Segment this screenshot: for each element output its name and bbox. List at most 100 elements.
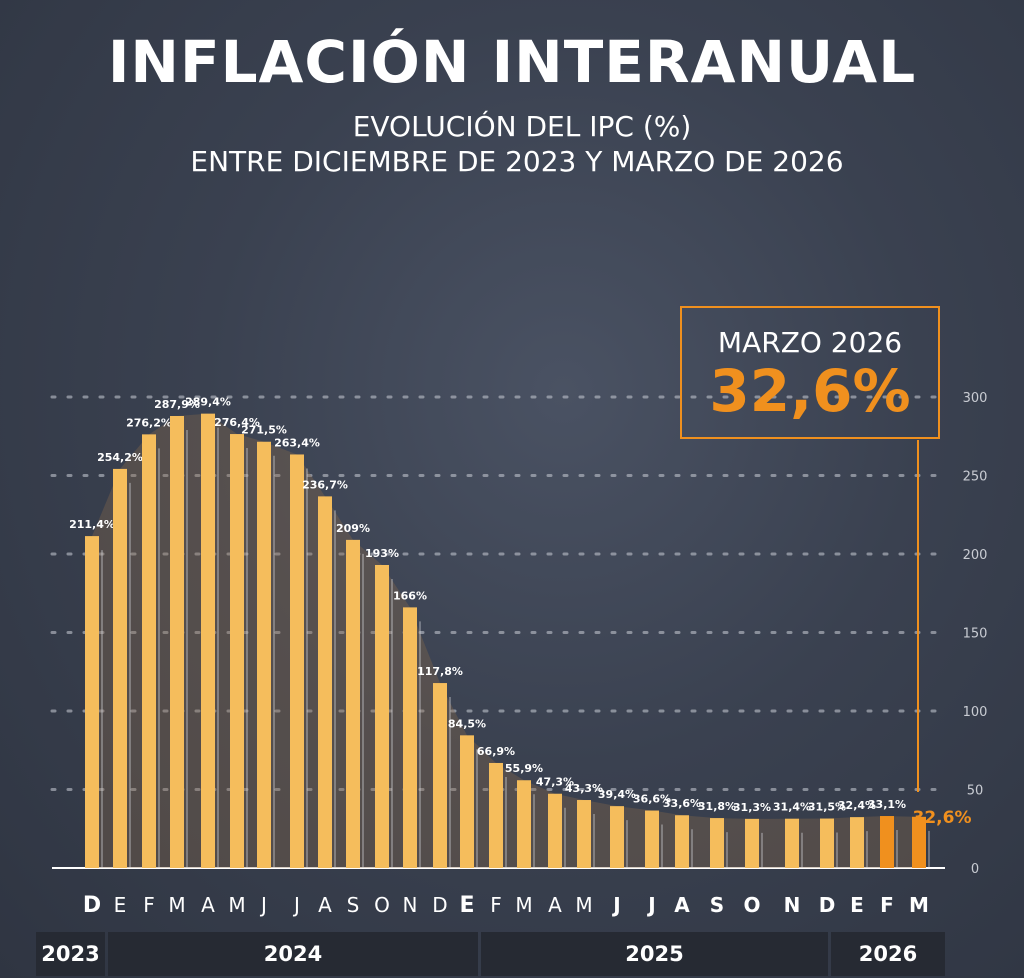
bar-value-label: 55,9% [505, 762, 543, 775]
x-tick-label: A [674, 893, 690, 917]
bar-value-label: 271,5% [241, 424, 287, 437]
x-tick-label: M [575, 893, 592, 917]
bar-value-label: 39,4% [598, 788, 636, 801]
x-tick-label: S [347, 893, 360, 917]
x-tick-label: S [710, 893, 724, 917]
bar [548, 793, 562, 868]
bar-value-label: 209% [336, 522, 370, 535]
bar [745, 818, 759, 868]
bar-value-label: 117,8% [417, 665, 463, 678]
bar-value-label: 32,6% [913, 808, 972, 828]
bar-value-label: 43,3% [565, 782, 603, 795]
x-tick-label: M [168, 893, 185, 917]
year-label: 2026 [831, 932, 945, 976]
y-tick-label: 50 [967, 784, 984, 799]
bar [113, 468, 127, 868]
bar [850, 817, 864, 868]
bar-value-label: 84,5% [448, 717, 486, 730]
bar-value-label: 263,4% [274, 436, 320, 449]
bar-value-label: 66,9% [477, 745, 515, 758]
bar-value-label: 193% [365, 547, 399, 560]
bar-value-label: 166% [393, 589, 427, 602]
x-tick-label: J [259, 893, 267, 917]
bar-value-label: 36,6% [633, 793, 671, 806]
x-tick-label: M [909, 893, 929, 917]
bar [460, 735, 474, 868]
bar-value-label: 31,8% [698, 800, 736, 813]
bar-value-label: 32,4% [838, 799, 876, 812]
x-tick-label: D [819, 893, 836, 917]
bar-value-label: 211,4% [69, 518, 115, 531]
bar [85, 536, 99, 868]
bar-value-label: 31,5% [808, 801, 846, 814]
x-tick-label: F [880, 893, 894, 917]
chart-subtitle-2: ENTRE DICIEMBRE DE 2023 Y MARZO DE 2026 [190, 145, 844, 178]
bar [201, 413, 215, 868]
bar [610, 806, 624, 868]
y-tick-label: 250 [963, 470, 988, 485]
bar-value-label: 287,9% [154, 398, 200, 411]
x-tick-label: A [318, 893, 332, 917]
x-tick-label: D [83, 893, 101, 918]
x-tick-label: O [374, 893, 390, 917]
bar [785, 818, 799, 868]
x-tick-label: F [143, 893, 155, 917]
bar [230, 434, 244, 868]
y-tick-label: 100 [963, 705, 988, 720]
callout-value: 32,6% [709, 357, 911, 425]
callout-box: MARZO 2026 32,6% [680, 306, 940, 439]
chart-title: INFLACIÓN INTERANUAL [107, 28, 917, 96]
x-tick-label: N [403, 893, 418, 917]
x-tick-label: J [292, 893, 300, 917]
bar-value-label: 33,6% [663, 797, 701, 810]
bar [645, 810, 659, 868]
bar-value-label: 254,2% [97, 451, 143, 464]
bar [912, 816, 926, 868]
bar [346, 539, 360, 868]
x-tick-label: A [201, 893, 215, 917]
year-label: 2024 [108, 932, 478, 976]
bar [710, 818, 724, 868]
bar-value-label: 31,3% [733, 801, 771, 814]
y-tick-label: 0 [971, 862, 979, 877]
bar-value-label: 33,1% [868, 798, 906, 811]
x-tick-label: E [850, 893, 864, 917]
bar-value-label: 47,3% [536, 776, 574, 789]
bar-value-label: 236,7% [302, 478, 348, 491]
bar [170, 415, 184, 868]
x-tick-label: E [114, 893, 127, 917]
year-label: 2025 [481, 932, 828, 976]
x-tick-label: F [490, 893, 502, 917]
y-tick-label: 200 [963, 548, 988, 563]
bar-value-label: 276,2% [126, 416, 172, 429]
x-tick-label: J [611, 893, 620, 917]
year-label: 2023 [36, 932, 105, 976]
bar [517, 780, 531, 868]
x-tick-label: E [459, 893, 474, 918]
bar [675, 815, 689, 868]
x-tick-label: D [432, 893, 447, 917]
x-tick-label: O [743, 893, 760, 917]
bar [489, 762, 503, 868]
x-tick-label: A [548, 893, 562, 917]
bar [257, 441, 271, 868]
bar [403, 607, 417, 868]
bar [820, 818, 834, 868]
chart-subtitle-1: EVOLUCIÓN DEL IPC (%) [352, 110, 692, 143]
x-tick-label: M [515, 893, 532, 917]
x-tick-label: N [784, 893, 801, 917]
bar [880, 816, 894, 868]
bar [290, 454, 304, 868]
bar [375, 564, 389, 868]
y-tick-label: 300 [963, 391, 988, 406]
x-tick-label: M [228, 893, 245, 917]
x-tick-label: J [646, 893, 655, 917]
callout-month: MARZO 2026 [717, 326, 903, 359]
bar-value-label: 31,4% [773, 801, 811, 814]
bar [142, 434, 156, 868]
bar [318, 496, 332, 868]
bar [577, 800, 591, 868]
bar-value-label: 289,4% [185, 396, 231, 409]
y-tick-label: 150 [963, 627, 988, 642]
